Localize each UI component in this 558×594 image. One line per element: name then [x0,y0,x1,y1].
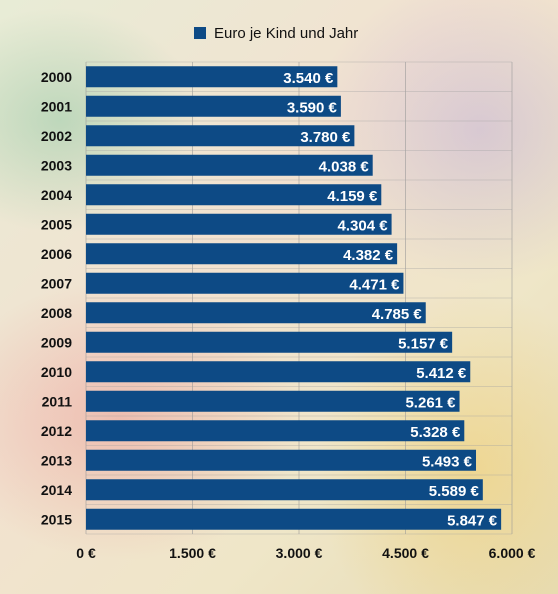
bar [86,420,465,442]
y-tick-label: 2003 [41,157,72,173]
bar-value-label: 4.159 € [327,188,378,205]
y-tick-label: 2015 [41,511,72,527]
x-tick-label: 4.500 € [382,545,429,561]
y-tick-label: 2013 [41,452,72,468]
y-tick-label: 2007 [41,275,72,291]
legend-swatch [194,27,206,39]
bar [86,361,471,383]
bar [86,243,398,265]
legend-label: Euro je Kind und Jahr [214,25,358,42]
bar-value-label: 4.304 € [338,217,389,234]
y-axis-labels: 2000 2001 2002 2003 2004 2005 2006 2007 2008 2009… [41,69,72,528]
bar-value-label: 4.785 € [372,306,423,323]
y-tick-label: 2012 [41,423,72,439]
y-tick-label: 2004 [41,187,72,203]
y-tick-label: 2008 [41,305,72,321]
bar [86,213,392,235]
x-tick-label: 0 € [76,545,96,561]
bar-value-label: 5.157 € [398,335,449,352]
bar-value-label: 5.261 € [405,394,456,411]
y-tick-label: 2011 [42,393,73,409]
y-tick-label: 2010 [41,364,72,380]
bar [86,66,338,88]
bar [86,449,477,471]
x-tick-label: 6.000 € [489,545,536,561]
bar-series: 3.540 € 3.590 € 3.780 € 4.038 € 4.159 € 4.304… [86,66,502,530]
y-tick-label: 2000 [41,69,72,85]
bar [86,390,460,412]
bar [86,302,426,324]
bar-value-label: 5.493 € [422,453,473,470]
y-tick-label: 2006 [41,246,72,262]
bar-value-label: 4.038 € [319,158,370,175]
bar [86,331,453,353]
bar [86,184,382,206]
bar [86,95,341,117]
bar-value-label: 3.780 € [300,129,351,146]
bar [86,479,483,501]
y-tick-label: 2005 [41,216,72,232]
x-tick-label: 3.000 € [276,545,323,561]
x-axis-labels: 0 € 1.500 € 3.000 € 4.500 € 6.000 € [76,545,535,561]
bar-value-label: 3.590 € [287,99,338,116]
bar [86,272,404,294]
bar-value-label: 5.412 € [416,365,467,382]
y-tick-label: 2009 [41,334,72,350]
x-tick-label: 1.500 € [169,545,216,561]
bar [86,154,373,176]
y-tick-label: 2014 [41,482,72,498]
bar-value-label: 5.328 € [410,424,461,441]
bar-value-label: 4.471 € [349,276,400,293]
bar-value-label: 5.847 € [447,512,498,529]
y-tick-label: 2002 [41,128,72,144]
bar-value-label: 4.382 € [343,247,394,264]
bar [86,125,355,147]
bar-value-label: 5.589 € [429,483,480,500]
bar-value-label: 3.540 € [283,70,334,87]
y-tick-label: 2001 [41,98,72,114]
chart-legend: Euro je Kind und Jahr [194,25,358,42]
bar [86,508,502,530]
